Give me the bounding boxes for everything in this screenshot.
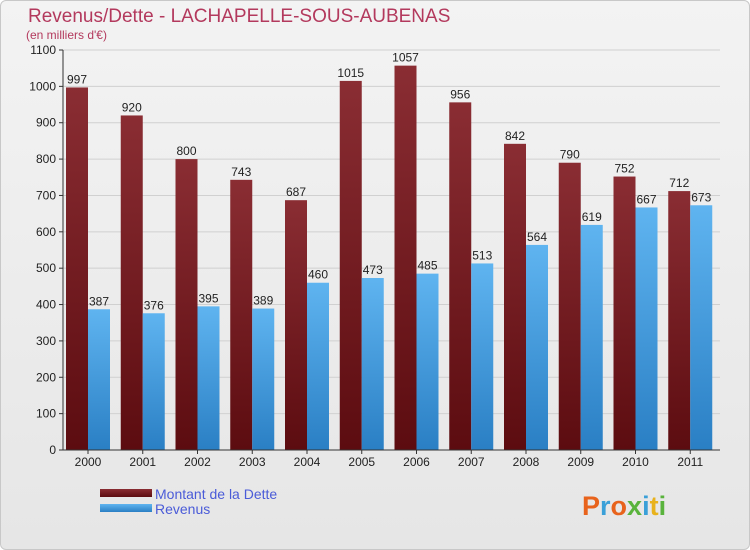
y-axis: 0 100 200 300 400 500 600 700 800 900 1000 1100 [29,43,64,457]
y-tick-label: 600 [36,225,56,239]
x-tick-label: 2003 [239,455,266,469]
x-tick-label: 2008 [513,455,540,469]
x-tick-label: 2004 [294,455,321,469]
x-tick-label: 2006 [403,455,430,469]
y-tick-label: 100 [36,407,56,421]
bar-debt [339,80,362,450]
data-label-revenus: 673 [691,190,711,204]
bar-revenus [471,263,494,450]
data-label-revenus: 619 [582,210,602,224]
data-label-debt: 1057 [392,51,419,65]
data-label-revenus: 473 [363,263,383,277]
legend-label-revenus: Revenus [155,501,210,517]
legend-label-debt: Montant de la Dette [155,486,277,502]
data-label-debt: 790 [560,148,580,162]
data-label-debt: 687 [286,185,306,199]
x-tick-label: 2005 [348,455,375,469]
y-tick-label: 1000 [29,79,56,93]
chart-subtitle: (en milliers d'€) [26,28,107,42]
bar-revenus [635,207,658,450]
x-axis: 2000 2001 2002 2003 2004 2005 2006 2007 2008 2009… [63,449,720,469]
y-tick-label: 700 [36,188,56,202]
x-tick-label: 2002 [184,455,211,469]
bar-debt [668,191,691,450]
bar-revenus [307,282,329,450]
bar-revenus [88,309,110,450]
bar-debt [175,159,198,450]
y-tick-label: 300 [36,334,56,348]
logo-letter: x [627,491,642,521]
data-label-debt: 920 [122,100,142,114]
x-tick-label: 2010 [622,455,649,469]
bar-revenus [416,273,439,450]
bar-debt [449,102,472,450]
logo-letter: r [600,491,611,521]
y-tick-label: 0 [49,443,56,457]
bar-revenus [526,244,548,450]
x-tick-label: 2007 [458,455,485,469]
data-label-revenus: 376 [144,298,164,312]
data-label-revenus: 513 [472,248,492,262]
logo-letter: P [582,491,600,521]
bar-debt [613,176,636,450]
data-label-debt: 842 [505,129,525,143]
logo-letter: o [611,491,628,521]
data-label-revenus: 389 [253,294,273,308]
data-label-revenus: 387 [89,294,109,308]
data-label-debt: 997 [67,72,87,86]
data-label-revenus: 460 [308,268,328,282]
data-label-debt: 743 [231,165,251,179]
legend-swatch-revenus [100,504,152,512]
bar-revenus [580,224,603,450]
data-label-debt: 712 [669,176,689,190]
bar-revenus [142,313,165,450]
y-tick-label: 200 [36,370,56,384]
bar-revenus [252,308,275,450]
legend-swatch-debt [100,489,152,497]
data-label-revenus: 395 [198,291,218,305]
bar-debt [394,65,417,451]
data-label-revenus: 564 [527,230,547,244]
y-tick-label: 1100 [30,43,56,57]
bar-debt [558,162,581,450]
bar-debt [230,179,253,450]
x-tick-label: 2000 [75,455,102,469]
data-label-debt: 956 [450,87,470,101]
y-tick-label: 500 [36,261,56,275]
y-tick-label: 800 [36,152,56,166]
bar-debt [285,200,307,450]
y-tick-label: 900 [36,116,56,130]
bar-revenus [361,278,384,450]
bar-revenus [690,205,713,450]
x-tick-label: 2011 [677,455,703,469]
legend: Montant de la Dette Revenus [100,486,277,517]
data-label-debt: 800 [176,144,196,158]
x-tick-label: 2009 [567,455,594,469]
chart-title: Revenus/Dette - LACHAPELLE-SOUS-AUBENAS [28,6,450,27]
y-tick-label: 400 [36,298,56,312]
logo-letter: i [659,491,667,521]
bar-revenus [197,306,220,450]
x-tick-label: 2001 [129,455,156,469]
data-label-revenus: 667 [636,192,656,206]
bar-debt [66,87,88,451]
logo-letter: i [642,491,650,521]
data-label-revenus: 485 [417,259,437,273]
data-label-debt: 752 [614,162,634,176]
bar-debt [504,143,526,450]
data-label-debt: 1015 [337,66,364,80]
proxiti-logo: Proxiti [582,491,666,521]
logo-letter: t [650,491,659,521]
bar-debt [120,115,143,451]
bars: 997 387 920 376 800 395 743 389 687 460 1015 473 105… [66,51,713,451]
